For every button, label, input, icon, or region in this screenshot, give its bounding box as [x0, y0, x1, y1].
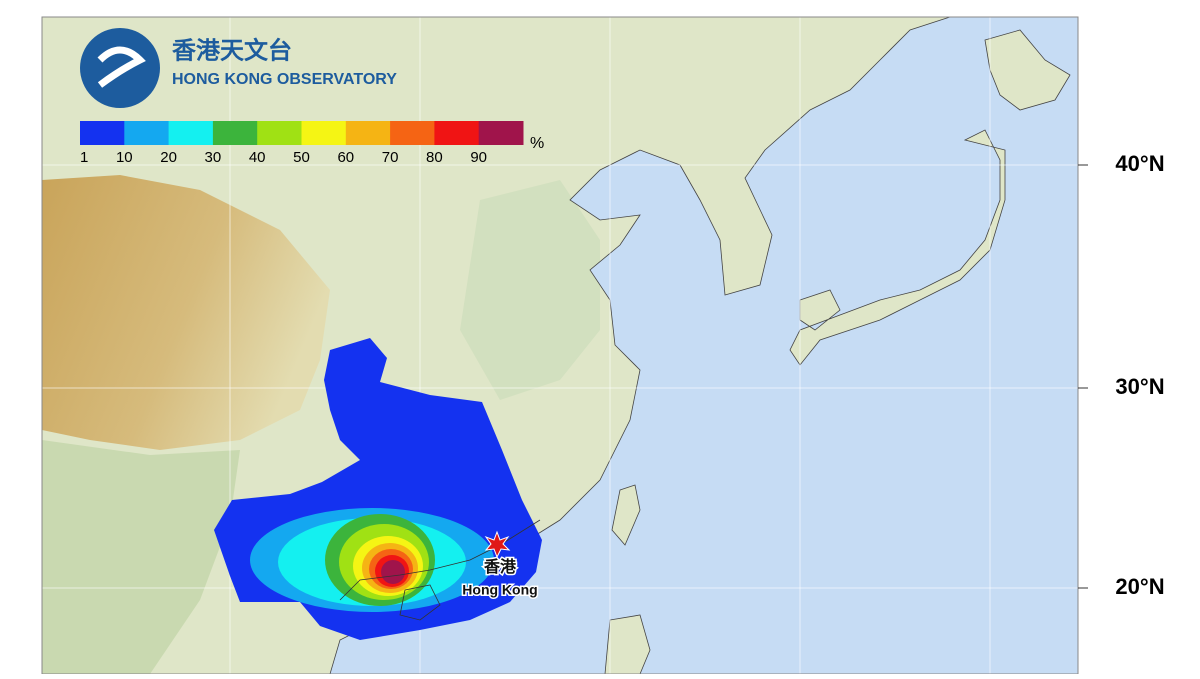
logo-english: HONG KONG OBSERVATORY: [172, 71, 397, 88]
marker-label-english: Hong Kong: [462, 582, 537, 598]
legend-label: 10: [116, 149, 133, 166]
legend-swatch: [257, 121, 302, 145]
latitude-axis: 40°N 30°N 20°N: [1078, 151, 1165, 599]
legend-swatch: [124, 121, 170, 145]
probability-band: [381, 560, 405, 584]
latitude-label: 30°N: [1115, 374, 1164, 399]
logo-chinese: 香港天文台: [172, 36, 292, 64]
legend-label: 70: [382, 149, 399, 166]
lowland: [42, 440, 240, 674]
legend-unit: %: [530, 135, 544, 152]
legend-swatch: [390, 121, 435, 145]
legend-swatch: [212, 121, 258, 145]
legend-label: 20: [160, 149, 177, 166]
latitude-label: 40°N: [1115, 151, 1164, 176]
legend-label: 30: [205, 149, 222, 166]
star-marker: [484, 530, 511, 559]
legend-label: 1: [80, 149, 88, 166]
hong-kong-marker: 香港 Hong Kong: [461, 530, 539, 599]
taiwan: [611, 484, 641, 546]
legend-swatch: [80, 121, 125, 145]
legend-swatch: [434, 121, 480, 145]
legend-swatch: [478, 121, 524, 145]
logo: 香港天文台 HONG KONG OBSERVATORY: [80, 28, 397, 108]
probability-area: [214, 338, 542, 640]
legend-label: 80: [426, 149, 443, 166]
plateau: [42, 175, 330, 450]
latitude-label: 20°N: [1115, 574, 1164, 599]
legend-swatch: [301, 121, 347, 145]
legend-label: 40: [249, 149, 266, 166]
logo-swirl: [97, 46, 146, 88]
marker-label-chinese: 香港: [483, 557, 517, 576]
legend: % 1 10 20 30 40 50 60 70 80 90: [80, 121, 544, 166]
map-area: [42, 17, 1078, 674]
legend-label: 60: [337, 149, 354, 166]
legend-label: 90: [470, 149, 487, 166]
legend-label: 50: [293, 149, 310, 166]
plain: [460, 180, 600, 400]
legend-swatch: [345, 121, 391, 145]
legend-swatch: [168, 121, 214, 145]
philippines: [604, 614, 651, 674]
